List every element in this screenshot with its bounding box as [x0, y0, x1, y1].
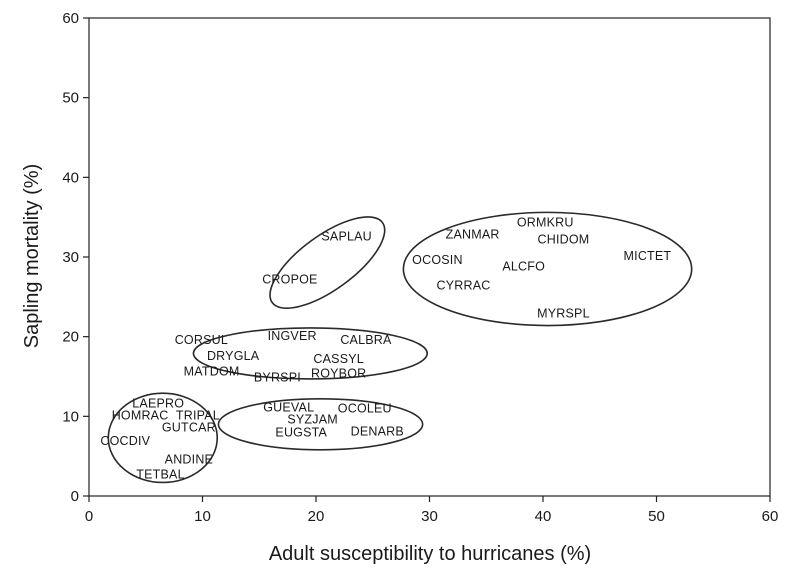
x-axis-label: Adult susceptibility to hurricanes (%) — [269, 543, 591, 565]
x-tick-label: 60 — [762, 508, 779, 525]
species-label-cropoe: CROPOE — [262, 272, 317, 286]
species-label-cocdiv: COCDIV — [100, 434, 150, 448]
species-label-alcfo: ALCFO — [502, 260, 545, 274]
species-label-denarb: DENARB — [351, 424, 404, 438]
species-label-corsul: CORSUL — [175, 333, 228, 347]
group-ellipse — [217, 398, 424, 451]
species-label-gueval: GUEVAL — [263, 401, 314, 415]
species-label-matdom: MATDOM — [184, 365, 240, 379]
species-label-tetbal: TETBAL — [136, 467, 184, 481]
y-tick-label: 0 — [71, 488, 79, 505]
x-tick-label: 20 — [308, 508, 325, 525]
species-label-laepro: LAEPRO — [132, 397, 184, 411]
x-tick-label: 40 — [535, 508, 552, 525]
x-tick-label: 30 — [421, 508, 438, 525]
species-label-mictet: MICTET — [624, 249, 672, 263]
x-tick-label: 0 — [85, 508, 93, 525]
species-label-zanmar: ZANMAR — [446, 228, 500, 242]
x-tick-label: 50 — [648, 508, 665, 525]
y-tick-label: 10 — [62, 408, 79, 425]
species-label-chidom: CHIDOM — [537, 232, 589, 246]
y-tick-label: 20 — [62, 329, 79, 346]
species-label-eugsta: EUGSTA — [275, 425, 327, 439]
axes: 0 10 20 30 40 50 60 0 10 20 30 40 50 60 — [62, 10, 778, 525]
species-label-roybor: ROYBOR — [311, 366, 366, 380]
group-ellipses — [107, 211, 693, 484]
species-label-drygla: DRYGLA — [207, 349, 260, 363]
species-labels: SAPLAU CROPOE ZANMAR ORMKRU CHIDOM MICTET OCOS… — [100, 216, 671, 482]
species-label-ocosin: OCOSIN — [412, 253, 463, 267]
species-label-ingver: INGVER — [268, 329, 317, 343]
y-axis-label: Sapling mortality (%) — [21, 164, 43, 349]
species-label-myrspl: MYRSPL — [537, 307, 590, 321]
species-label-homrac: HOMRAC — [112, 409, 169, 423]
species-label-cyrrac: CYRRAC — [437, 279, 491, 293]
species-label-tripal: TRIPAL — [176, 409, 220, 423]
species-label-gutcar: GUTCAR — [162, 420, 216, 434]
group-ellipse — [192, 327, 429, 380]
species-label-saplau: SAPLAU — [321, 229, 372, 243]
species-label-syzjam: SYZJAM — [287, 413, 338, 427]
group-ellipse — [269, 216, 386, 310]
species-label-ormkru: ORMKRU — [517, 216, 574, 230]
species-label-byrspi: BYRSPI — [254, 370, 301, 384]
y-tick-label: 30 — [62, 249, 79, 266]
species-label-cassyl: CASSYL — [313, 352, 364, 366]
y-tick-label: 60 — [62, 10, 79, 27]
species-label-andine: ANDINE — [165, 452, 213, 466]
y-tick-label: 40 — [62, 169, 79, 186]
group-ellipse — [402, 211, 693, 327]
x-tick-label: 10 — [194, 508, 211, 525]
y-tick-label: 50 — [62, 90, 79, 107]
species-label-ocoleu: OCOLEU — [338, 401, 392, 415]
species-label-calbra: CALBRA — [340, 333, 392, 347]
group-ellipse — [107, 392, 219, 484]
